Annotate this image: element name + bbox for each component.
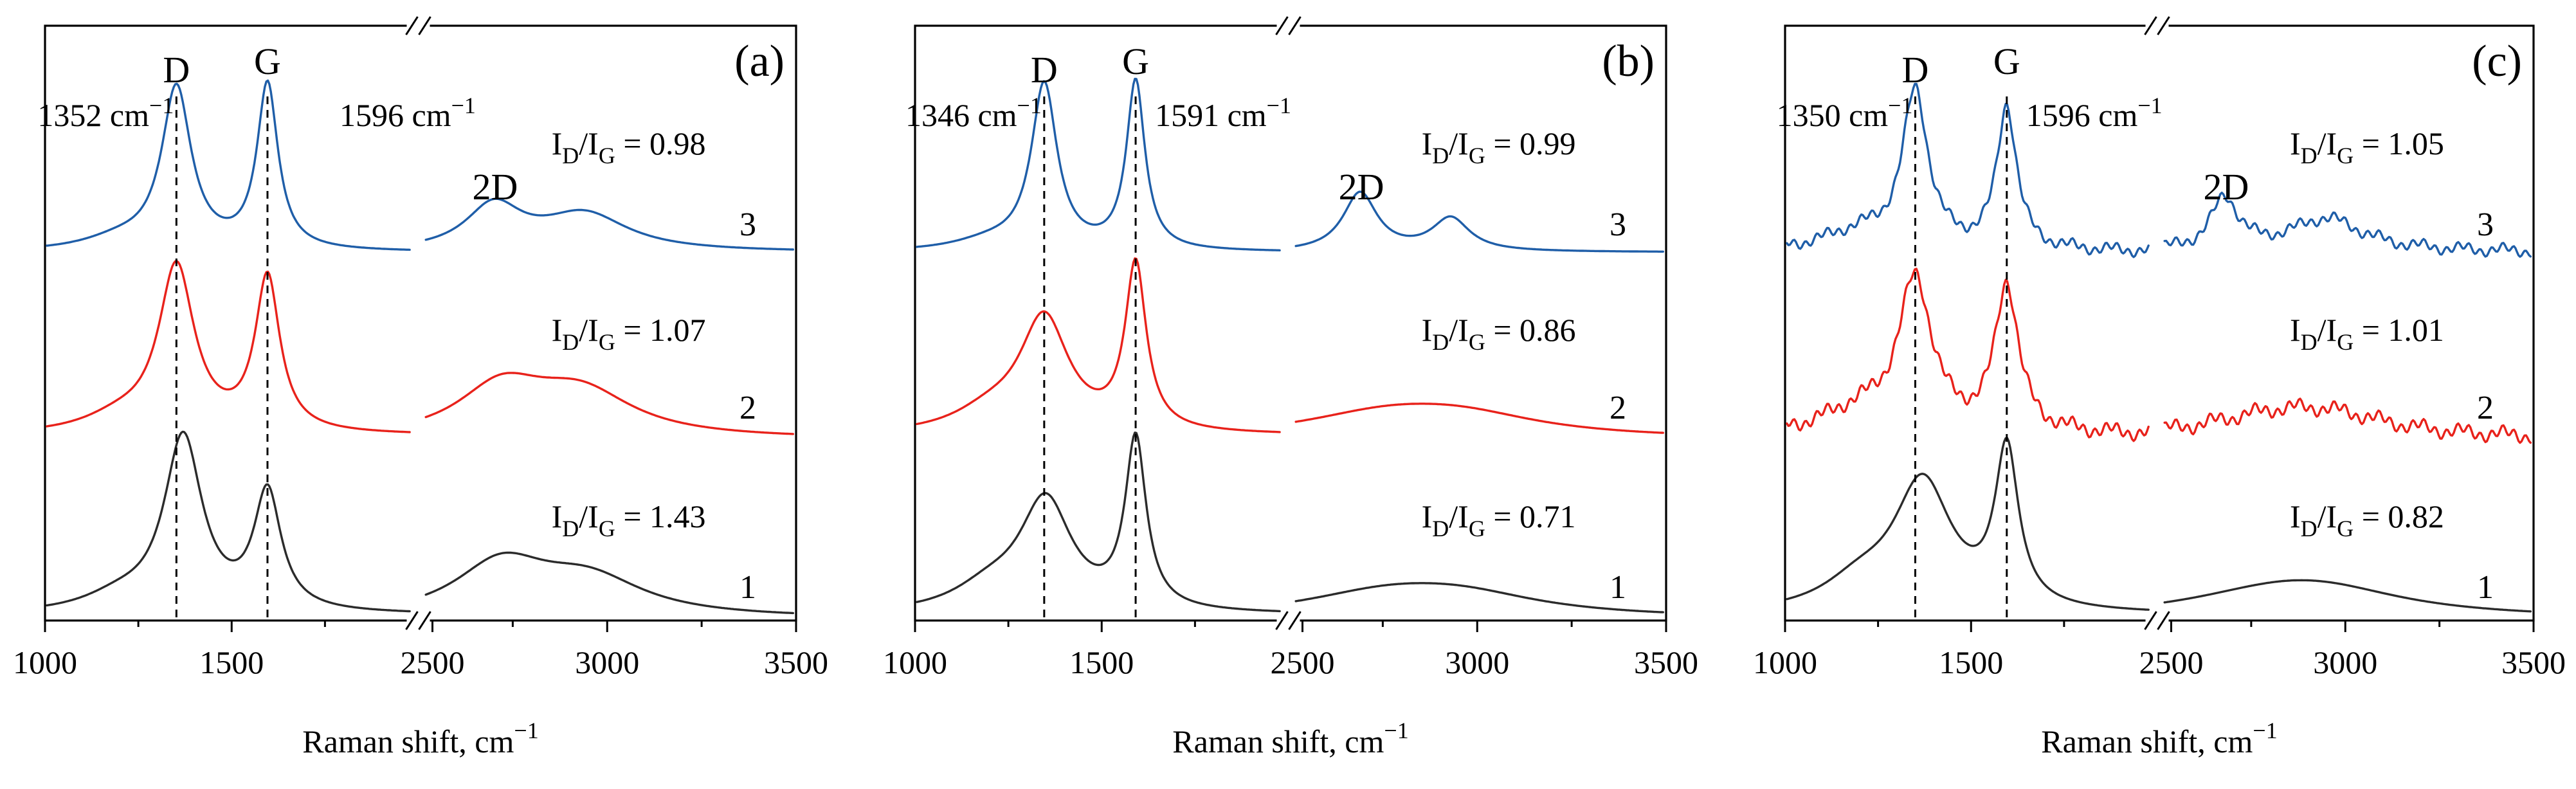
x-axis-title: Raman shift, cm−1: [2041, 718, 2277, 759]
series-3: 3 ID/IG = 1.05: [1786, 82, 2532, 258]
series-1: 1 ID/IG = 0.71: [916, 431, 1664, 613]
series-3: 3 ID/IG = 0.98: [46, 79, 794, 251]
ratio-label: ID/IG = 0.99: [1422, 125, 1576, 168]
twod-peak-letter: 2D: [1339, 166, 1384, 208]
series-1-line-left: [916, 431, 1281, 613]
panel-label: (a): [734, 37, 785, 86]
ratio-label: ID/IG = 0.86: [1422, 312, 1576, 355]
panel-3: 1000 1500 2500 3000 3500 Raman shift, cm−1 (c)…: [1753, 16, 2566, 759]
axis-break-mark: [1288, 16, 1302, 35]
series-2-line-left: [46, 260, 411, 433]
g-peak-letter: G: [1122, 41, 1149, 82]
twod-peak-letter: 2D: [2203, 166, 2249, 208]
axis-break-mark: [418, 611, 431, 630]
axis-break-mark: [418, 16, 431, 35]
x-tick-label: 3000: [1445, 644, 1509, 680]
series-label: 3: [2477, 206, 2494, 243]
axis-break-mark: [1275, 611, 1289, 630]
x-tick-label: 1500: [1069, 644, 1134, 680]
axis-break-mark: [2144, 16, 2157, 35]
x-tick-label: 1500: [1939, 644, 2003, 680]
axis-break-mark: [1288, 611, 1302, 630]
ratio-label: ID/IG = 1.07: [552, 312, 706, 355]
x-tick-label: 1000: [13, 644, 77, 680]
x-tick-label: 2500: [2139, 644, 2204, 680]
d-peak-letter: D: [1902, 49, 1929, 91]
series-2: 2 ID/IG = 1.07: [46, 260, 794, 435]
series-2-line-right: [1294, 403, 1664, 434]
ratio-label: ID/IG = 1.43: [552, 498, 706, 541]
series-1: 1 ID/IG = 1.43: [46, 430, 794, 615]
series-1-line-right: [1294, 582, 1664, 613]
g-peak-letter: G: [254, 41, 281, 82]
x-axis-title: Raman shift, cm−1: [1172, 718, 1408, 759]
axis-break-mark: [1275, 16, 1289, 35]
x-axis-title: Raman shift, cm−1: [302, 718, 538, 759]
series-3-line-left: [1786, 82, 2150, 258]
series-2: 2 ID/IG = 1.01: [1786, 268, 2532, 444]
series-2: 2 ID/IG = 0.86: [916, 257, 1664, 434]
series-label: 1: [2477, 569, 2494, 606]
x-tick-label: 3500: [2501, 644, 2566, 680]
twod-peak-letter: 2D: [473, 166, 518, 208]
panel-1: 1000 1500 2500 3000 3500 Raman shift, cm−1 (a)…: [13, 16, 828, 759]
d-peak-position: 1346 cm−1: [905, 93, 1042, 133]
x-tick-label: 1000: [883, 644, 947, 680]
x-tick-label: 2500: [400, 644, 464, 680]
series-label: 2: [2477, 390, 2494, 426]
d-peak-letter: D: [163, 49, 190, 91]
series-label: 2: [1610, 390, 1626, 426]
series-2-line-left: [916, 257, 1281, 433]
panel-2: 1000 1500 2500 3000 3500 Raman shift, cm−1 (b)…: [883, 16, 1698, 759]
ratio-label: ID/IG = 1.05: [2290, 125, 2444, 168]
panel-label: (c): [2472, 37, 2522, 86]
d-peak-letter: D: [1031, 49, 1058, 91]
series-label: 1: [739, 569, 756, 606]
series-1-line-right: [2163, 579, 2532, 613]
x-tick-label: 1500: [199, 644, 264, 680]
ratio-label: ID/IG = 0.71: [1422, 498, 1576, 541]
panel-label: (b): [1602, 37, 1655, 86]
series-3-line-left: [46, 79, 411, 251]
ratio-label: ID/IG = 1.01: [2290, 312, 2444, 355]
ratio-label: ID/IG = 0.82: [2290, 498, 2444, 541]
x-tick-label: 3500: [764, 644, 828, 680]
series-2-line-right: [2163, 397, 2532, 444]
series-1: 1 ID/IG = 0.82: [1786, 437, 2532, 613]
d-peak-position: 1350 cm−1: [1777, 93, 1913, 133]
axis-break-mark: [405, 16, 419, 35]
x-tick-label: 3000: [575, 644, 639, 680]
axis-break-mark: [405, 611, 419, 630]
ratio-label: ID/IG = 0.98: [552, 125, 706, 168]
series-1-line-left: [46, 430, 411, 613]
series-2-line-right: [424, 372, 794, 435]
series-3-line-left: [916, 77, 1281, 251]
x-tick-label: 3500: [1634, 644, 1698, 680]
series-1-line-right: [424, 551, 794, 615]
axis-break-mark: [2157, 611, 2170, 630]
x-tick-label: 3000: [2313, 644, 2377, 680]
d-peak-position: 1352 cm−1: [37, 93, 174, 133]
series-1-line-left: [1786, 437, 2150, 611]
series-3: 3 ID/IG = 0.99: [916, 77, 1664, 253]
series-label: 2: [739, 390, 756, 426]
x-tick-label: 2500: [1270, 644, 1334, 680]
series-3-line-right: [2163, 192, 2532, 258]
g-peak-position: 1591 cm−1: [1155, 93, 1291, 133]
axis-break-mark: [2144, 611, 2157, 630]
g-peak-position: 1596 cm−1: [2026, 93, 2163, 133]
axis-break-mark: [2157, 16, 2170, 35]
series-label: 1: [1610, 569, 1626, 606]
series-label: 3: [739, 206, 756, 243]
g-peak-position: 1596 cm−1: [340, 93, 476, 133]
g-peak-letter: G: [1993, 41, 2020, 82]
series-label: 3: [1610, 206, 1626, 243]
x-tick-label: 1000: [1753, 644, 1817, 680]
series-2-line-left: [1786, 268, 2150, 442]
series-3-line-right: [424, 197, 794, 251]
series-3-line-right: [1294, 190, 1664, 253]
